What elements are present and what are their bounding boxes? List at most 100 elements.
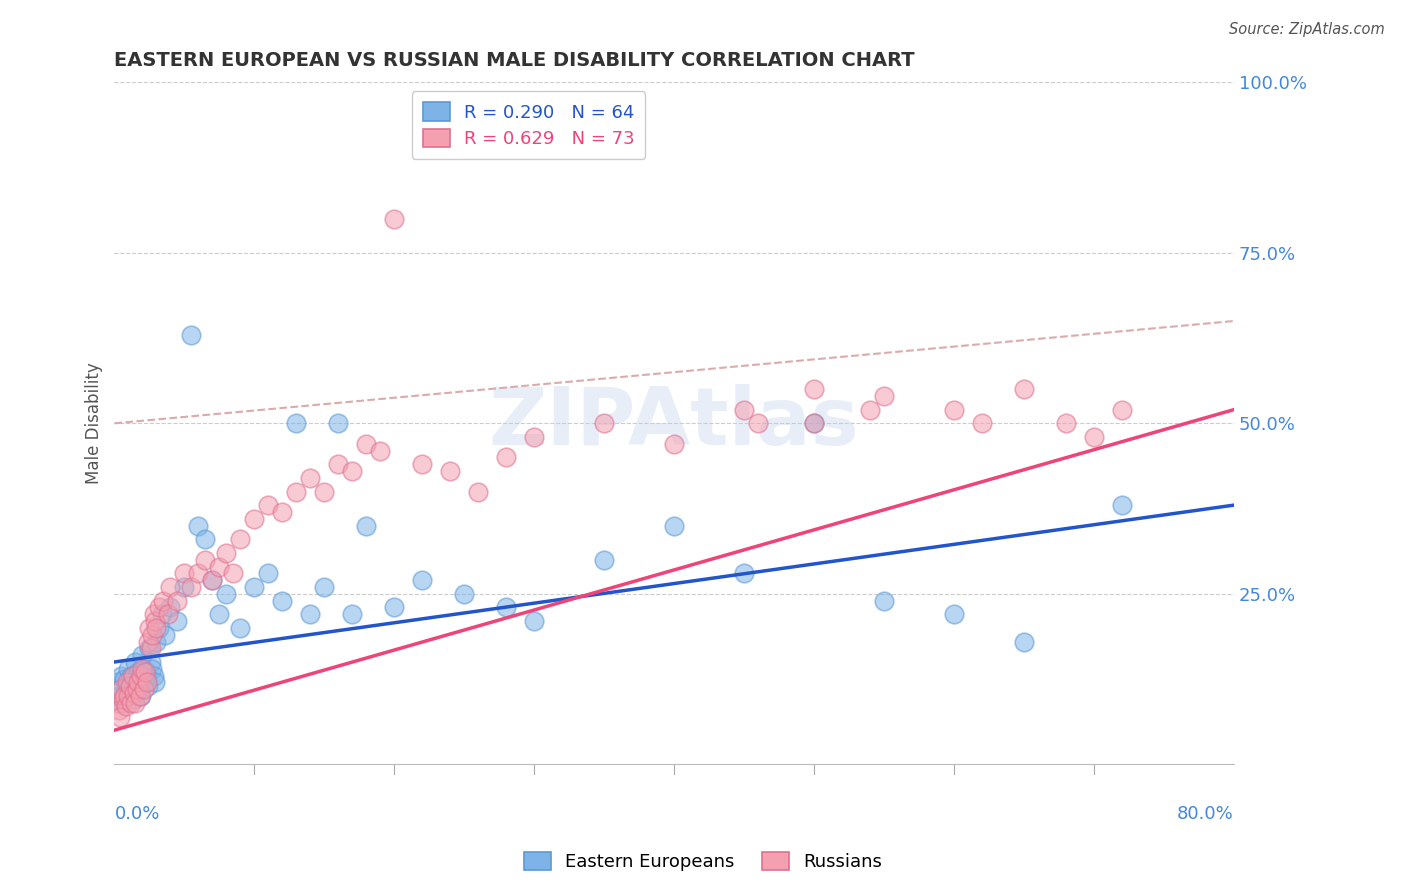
Point [114,699,136,714]
Point [453,587,475,601]
Text: 80.0%: 80.0% [1177,805,1234,823]
Point [215,587,238,601]
Point [201,573,224,587]
Point [110,668,132,682]
Point [523,614,546,628]
Point [970,417,993,431]
Point [128,682,150,697]
Point [159,580,181,594]
Point [662,436,685,450]
Point [328,457,350,471]
Point [115,675,138,690]
Point [124,655,146,669]
Point [138,621,160,635]
Point [1054,417,1077,431]
Point [180,580,202,594]
Text: ZIPAtlas: ZIPAtlas [489,384,859,462]
Point [141,628,163,642]
Point [143,675,166,690]
Point [803,417,825,431]
Point [439,464,461,478]
Point [187,518,209,533]
Point [1012,382,1035,396]
Point [120,668,142,682]
Point [299,607,322,622]
Text: 0.0%: 0.0% [114,805,160,823]
Point [108,709,131,723]
Point [271,593,294,607]
Point [411,573,433,587]
Point [382,211,405,226]
Point [733,402,755,417]
Point [194,533,217,547]
Point [593,552,616,566]
Point [127,675,149,690]
Point [129,668,152,682]
Point [942,607,965,622]
Point [118,679,141,693]
Point [285,484,308,499]
Text: EASTERN EUROPEAN VS RUSSIAN MALE DISABILITY CORRELATION CHART: EASTERN EUROPEAN VS RUSSIAN MALE DISABIL… [114,51,915,70]
Point [257,566,280,581]
Point [148,600,170,615]
Point [148,621,170,635]
Point [1111,402,1133,417]
Point [135,675,157,690]
Point [134,665,156,680]
Point [747,417,769,431]
Point [215,546,238,560]
Point [285,417,308,431]
Point [131,662,153,676]
Point [411,457,433,471]
Point [141,662,163,676]
Point [662,518,685,533]
Point [145,621,167,635]
Point [314,580,336,594]
Point [142,668,165,682]
Point [136,679,159,693]
Point [117,662,139,676]
Point [859,402,882,417]
Point [166,593,188,607]
Point [314,484,336,499]
Point [136,634,159,648]
Point [803,382,825,396]
Point [125,675,148,690]
Point [145,634,167,648]
Point [138,641,160,656]
Point [873,389,896,403]
Point [342,607,364,622]
Legend: Eastern Europeans, Russians: Eastern Europeans, Russians [516,845,890,879]
Point [523,430,546,444]
Point [1111,498,1133,512]
Point [122,686,145,700]
Point [132,682,155,697]
Point [382,600,405,615]
Point [208,559,231,574]
Point [132,662,155,676]
Point [328,417,350,431]
Point [118,689,141,703]
Point [342,464,364,478]
Point [124,696,146,710]
Legend: R = 0.290   N = 64, R = 0.629   N = 73: R = 0.290 N = 64, R = 0.629 N = 73 [412,91,645,159]
Point [803,417,825,431]
Point [107,689,129,703]
Point [229,621,252,635]
Point [150,607,173,622]
Text: Source: ZipAtlas.com: Source: ZipAtlas.com [1229,22,1385,37]
Point [107,703,129,717]
Point [152,593,174,607]
Point [467,484,489,499]
Point [356,436,378,450]
Point [733,566,755,581]
Point [222,566,245,581]
Point [208,607,231,622]
Point [127,665,149,680]
Point [942,402,965,417]
Point [873,593,896,607]
Point [271,505,294,519]
Point [121,682,143,697]
Point [142,607,165,622]
Point [128,689,150,703]
